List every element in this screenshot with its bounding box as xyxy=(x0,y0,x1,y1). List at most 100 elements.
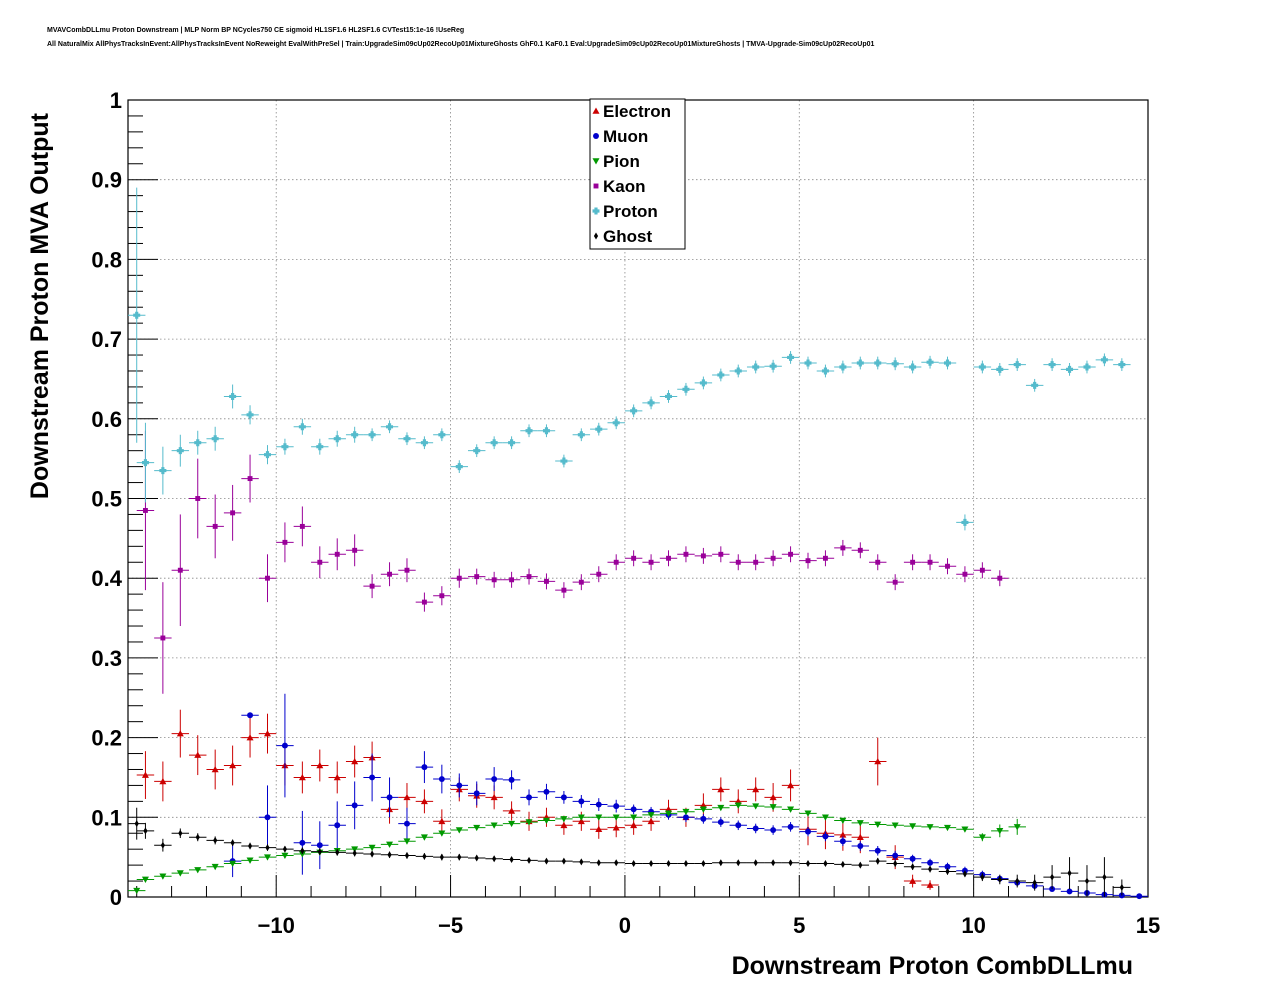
pion-marker xyxy=(386,841,394,848)
ghost-point xyxy=(694,860,713,868)
legend-marker-pion xyxy=(592,158,600,165)
ghost-marker xyxy=(370,850,375,858)
ghost-marker xyxy=(579,858,584,866)
pion-marker xyxy=(804,810,812,817)
pion-marker xyxy=(455,827,463,834)
kaon-marker xyxy=(857,547,863,553)
pion-marker xyxy=(943,824,951,832)
muon-point xyxy=(293,810,312,875)
proton-point xyxy=(712,368,730,382)
pion-marker xyxy=(246,857,254,864)
proton-point xyxy=(189,430,207,455)
kaon-marker xyxy=(491,577,497,583)
legend-label-pion: Pion xyxy=(603,152,640,171)
pion-point xyxy=(677,808,695,816)
kaon-marker xyxy=(404,567,410,573)
ghost-point xyxy=(276,845,294,853)
kaon-point xyxy=(781,546,800,563)
muon-marker xyxy=(438,776,445,783)
muon-marker xyxy=(491,776,498,783)
proton-marker xyxy=(856,359,864,367)
proton-marker xyxy=(438,431,446,439)
kaon-point xyxy=(363,574,381,599)
legend-label-kaon: Kaon xyxy=(603,177,646,196)
ghost-marker xyxy=(247,842,253,850)
kaon-marker xyxy=(177,567,183,573)
muon-point xyxy=(415,751,434,784)
muon-marker xyxy=(909,855,916,862)
muon-marker xyxy=(369,774,376,781)
proton-point xyxy=(590,422,608,436)
legend-label-ghost: Ghost xyxy=(603,227,652,246)
proton-marker xyxy=(229,392,237,400)
ghost-point xyxy=(520,856,538,864)
proton-point xyxy=(433,428,451,442)
pion-marker xyxy=(682,808,690,816)
pion-marker xyxy=(769,804,777,811)
kaon-point xyxy=(729,554,747,571)
legend-marker-kaon xyxy=(593,183,599,189)
ghost-point xyxy=(328,848,346,856)
pion-marker xyxy=(351,846,359,853)
ghost-point xyxy=(1078,865,1096,897)
pion-marker xyxy=(298,851,306,858)
proton-marker xyxy=(508,439,516,447)
electron-point xyxy=(189,735,207,776)
ghost-marker xyxy=(282,845,288,853)
x-axis-title: Downstream Proton CombDLLmu xyxy=(732,952,1133,980)
ghost-marker xyxy=(858,861,863,869)
kaon-marker xyxy=(247,476,253,482)
kaon-marker xyxy=(700,553,706,559)
ghost-point xyxy=(729,859,747,867)
ghost-marker xyxy=(771,859,776,867)
ghost-marker xyxy=(736,859,741,867)
y-axis-title: Downstream Proton MVA Output xyxy=(26,112,54,499)
ghost-marker xyxy=(614,859,619,867)
pion-point xyxy=(938,824,957,832)
electron-marker xyxy=(229,761,237,769)
pion-marker xyxy=(926,824,934,831)
proton-marker xyxy=(1031,381,1039,389)
proton-marker xyxy=(473,447,481,455)
ghost-marker xyxy=(195,833,200,841)
pion-point xyxy=(136,876,155,883)
electron-point xyxy=(502,801,521,821)
ghost-marker xyxy=(213,836,218,844)
proton-marker xyxy=(386,423,394,431)
pion-marker xyxy=(978,834,986,841)
ghost-point xyxy=(206,836,224,845)
kaon-marker xyxy=(142,508,148,513)
proton-point xyxy=(694,376,713,390)
kaon-marker xyxy=(160,635,166,641)
muon-point xyxy=(712,817,730,827)
kaon-marker xyxy=(683,551,689,557)
proton-marker xyxy=(787,353,795,361)
ghost-marker xyxy=(893,860,898,868)
kaon-point xyxy=(624,550,643,567)
pion-marker xyxy=(176,870,184,877)
pion-marker xyxy=(281,852,289,860)
electron-marker xyxy=(577,817,585,825)
ghost-point xyxy=(171,828,190,839)
x-tick-label: 0 xyxy=(619,913,631,938)
pion-point xyxy=(607,814,625,821)
muon-marker xyxy=(334,822,341,829)
muon-point xyxy=(624,804,643,815)
pion-marker xyxy=(787,806,795,813)
pion-point xyxy=(903,823,922,830)
proton-marker xyxy=(403,435,411,443)
electron-point xyxy=(746,777,765,802)
proton-marker xyxy=(978,363,986,371)
electron-marker xyxy=(787,781,795,789)
muon-marker xyxy=(543,788,550,795)
proton-marker xyxy=(717,371,725,379)
proton-point xyxy=(154,446,172,495)
kaon-marker xyxy=(421,599,427,605)
muon-point xyxy=(869,845,887,856)
pion-point xyxy=(258,854,277,861)
proton-point xyxy=(781,351,800,364)
muon-marker xyxy=(752,825,759,832)
pion-marker xyxy=(133,887,141,895)
electron-point xyxy=(921,880,939,890)
